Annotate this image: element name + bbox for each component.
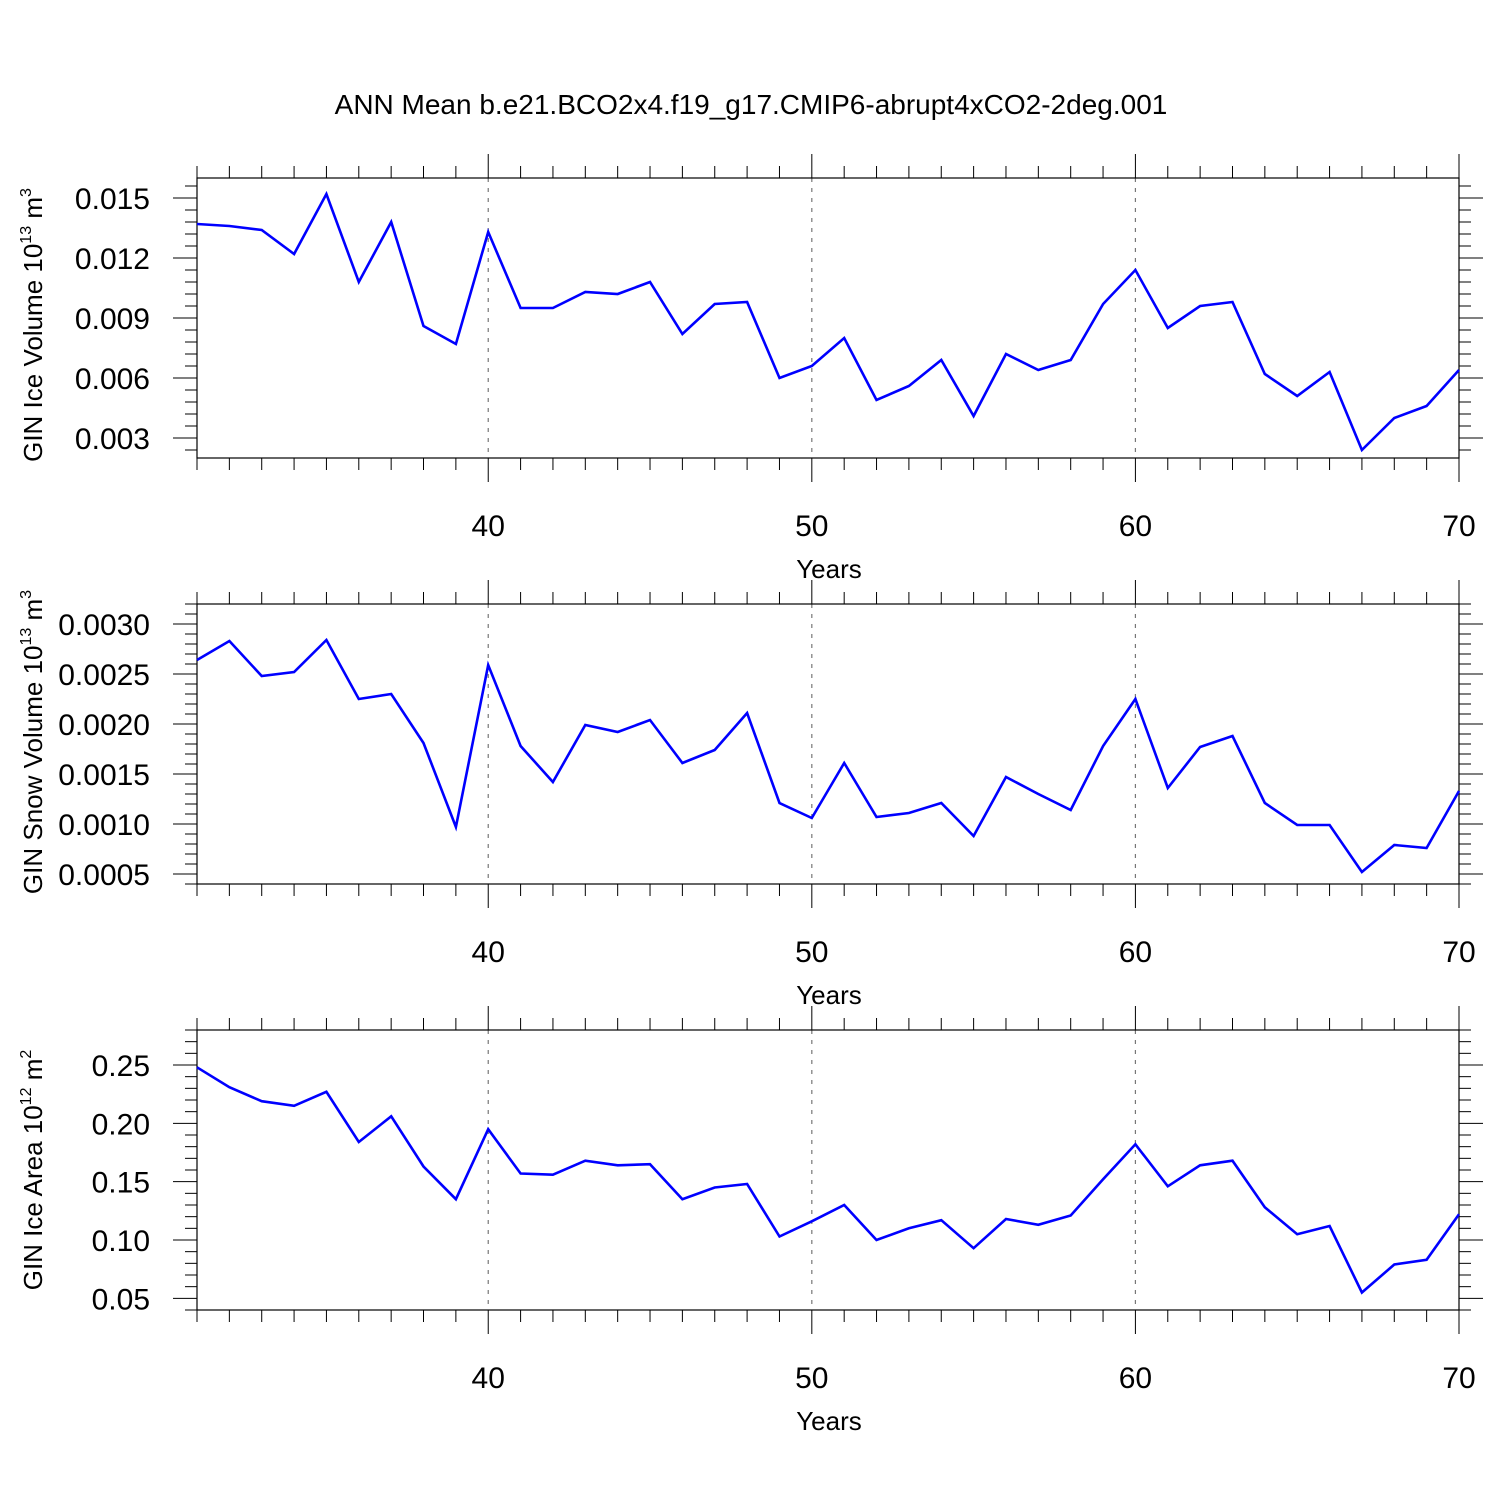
ice-volume-y-axis-label: GIN Ice Volume 1013 m3 (18, 188, 48, 462)
ice-volume-y-tick-label: 0.009 (75, 303, 150, 336)
ice-area-x-tick-label: 50 (795, 1362, 828, 1395)
snow-volume-x-tick-label: 60 (1119, 936, 1152, 969)
snow-volume-y-tick-label: 0.0030 (58, 609, 150, 642)
ice-area-x-tick-label: 40 (472, 1362, 505, 1395)
snow-volume-y-tick-label: 0.0015 (58, 759, 150, 792)
snow-volume-y-tick-label: 0.0025 (58, 659, 150, 692)
ice-volume-panel: 40 50 60 70 0.003 0.006 0.009 0.012 0.015 Years GI… (18, 154, 1483, 584)
snow-volume-x-tick-label: 70 (1442, 936, 1475, 969)
snow-volume-x-tick-label: 50 (795, 936, 828, 969)
ice-volume-x-tick-label: 60 (1119, 510, 1152, 543)
ice-volume-y-axis-label-text: GIN Ice Volume 10 (18, 244, 48, 462)
ice-volume-x-tick-label: 40 (472, 510, 505, 543)
ice-area-y-axis-label-unit-exponent: 2 (18, 1050, 35, 1059)
ice-area-y-tick-label: 0.10 (92, 1225, 150, 1258)
ice-area-panel: 40 50 60 70 0.05 0.10 0.15 0.20 0.25 Years GIN Ice… (18, 1006, 1483, 1436)
ice-volume-series-line (196, 190, 1460, 453)
ice-volume-x-tick-label: 70 (1442, 510, 1475, 543)
ice-volume-y-tick-label: 0.006 (75, 363, 150, 396)
snow-volume-x-tick-label: 40 (472, 936, 505, 969)
ice-volume-plot-frame (196, 177, 1460, 459)
ice-area-y-tick-label: 0.15 (92, 1167, 150, 1200)
ice-area-y-tick-label: 0.05 (92, 1283, 150, 1316)
ice-volume-y-axis-label-unit-exponent: 3 (18, 188, 35, 197)
snow-volume-y-axis-label: GIN Snow Volume 1013 m3 (18, 590, 48, 894)
ice-area-y-tick-label: 0.25 (92, 1050, 150, 1083)
ice-area-x-tick-label: 60 (1119, 1362, 1152, 1395)
ice-area-y-axis-label-text: GIN Ice Area 10 (18, 1105, 48, 1290)
snow-volume-y-tick-label: 0.0020 (58, 709, 150, 742)
ice-volume-x-axis-label: Years (796, 554, 862, 584)
ice-area-y-axis-label-exponent: 12 (18, 1087, 35, 1105)
snow-volume-series-line (196, 637, 1461, 874)
snow-volume-y-axis-label-exponent: 13 (18, 628, 35, 646)
ice-volume-y-tick-label: 0.012 (75, 243, 150, 276)
snow-volume-y-tick-label: 0.0010 (58, 809, 150, 842)
figure-title: ANN Mean b.e21.BCO2x4.f19_g17.CMIP6-abru… (335, 89, 1168, 120)
ice-area-y-tick-label: 0.20 (92, 1108, 150, 1141)
ice-area-plot-frame (196, 1029, 1460, 1311)
snow-volume-y-tick-label: 0.0005 (58, 859, 150, 892)
snow-volume-plot-frame (196, 603, 1460, 885)
ice-volume-y-tick-label: 0.015 (75, 183, 150, 216)
snow-volume-panel: 40 50 60 70 0.0005 0.0010 0.0015 0.0020 0.0025 0.… (18, 580, 1483, 1010)
snow-volume-x-axis-label: Years (796, 980, 862, 1010)
snow-volume-y-axis-label-unit: m (18, 599, 48, 628)
ice-volume-x-tick-label: 50 (795, 510, 828, 543)
snow-volume-y-axis-label-text: GIN Snow Volume 10 (18, 646, 48, 895)
ice-area-y-axis-label: GIN Ice Area 1012 m2 (18, 1050, 48, 1291)
ice-volume-y-axis-label-exponent: 13 (18, 226, 35, 244)
ice-area-x-axis-label: Years (796, 1406, 862, 1436)
ice-volume-y-axis-label-unit: m (18, 197, 48, 226)
snow-volume-y-axis-label-unit-exponent: 3 (18, 590, 35, 599)
ice-volume-y-tick-label: 0.003 (75, 423, 150, 456)
ice-area-y-axis-label-unit: m (18, 1059, 48, 1088)
ice-area-x-tick-label: 70 (1442, 1362, 1475, 1395)
ice-area-series-line (196, 1066, 1461, 1295)
